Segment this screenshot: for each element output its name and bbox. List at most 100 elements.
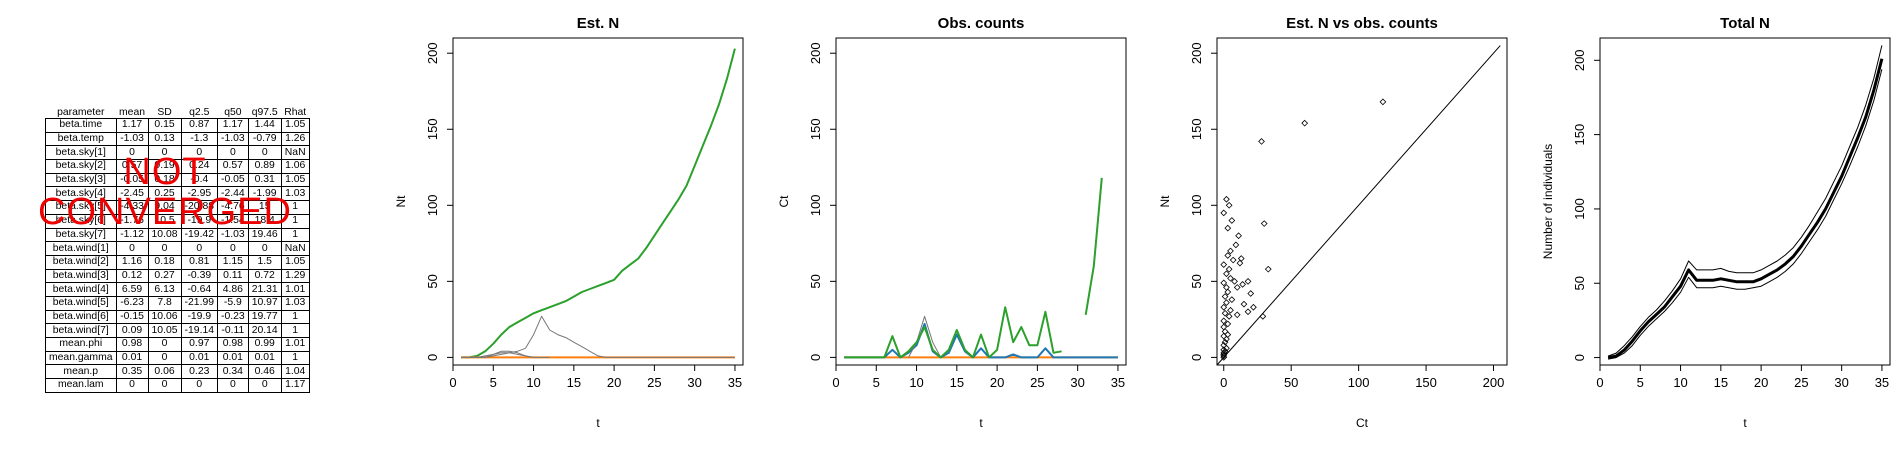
x-tick-label: 25: [1794, 375, 1808, 390]
x-tick-label: 5: [490, 375, 497, 390]
x-tick-label: 50: [1284, 375, 1298, 390]
y-tick-label: 100: [425, 194, 440, 216]
data-point: [1221, 293, 1229, 300]
column-header-q2-5: q2.5: [189, 106, 210, 118]
y-tick-label: 150: [1572, 124, 1587, 146]
table-row: mean.p 0.35 0.06 0.23 0.34 0.46 1.04: [45, 364, 310, 380]
x-tick-label: 20: [607, 375, 621, 390]
table-header-row: parameter mean SD q2.5 q50 q97.5 Rhat: [46, 106, 310, 119]
column-header-q97-5: q97.5: [251, 106, 278, 118]
data-point: [1244, 308, 1252, 316]
y-tick-label: 100: [808, 194, 823, 216]
data-point: [1228, 217, 1236, 224]
y-tick-label: 100: [1572, 198, 1587, 220]
table-body: beta.time 1.17 0.15 0.87 1.17 1.44 1.05 beta.te…: [45, 118, 310, 393]
chart-2: Obs. counts t Ct 0 5 10 15 20 25 30 35 0 50 100 150 200: [777, 15, 1127, 430]
table-row: beta.wind[4] 6.59 6.13 -0.64 4.86 21.31 1.01: [45, 282, 310, 297]
data-point: [1233, 284, 1241, 291]
y-tick-label: 50: [1189, 274, 1204, 288]
data-point: [1220, 346, 1228, 354]
y-axis-label: Nt: [1158, 195, 1172, 208]
value-cell: 10.97: [247, 295, 282, 311]
table-row: mean.phi 0.98 0 0.97 0.98 0.99 1.01: [45, 337, 310, 352]
table-row: beta.wind[5] -6.23 7.8 -21.99 -5.9 10.97 1.03: [45, 295, 310, 311]
x-tick-label: 10: [909, 375, 923, 390]
table-row: mean.lam 0 0 0 0 0 1.17: [45, 378, 310, 393]
value-cell: 0: [247, 378, 282, 393]
x-tick-label: 30: [1070, 375, 1084, 390]
value-cell: 0: [217, 378, 249, 393]
chart-3: Est. N vs obs. counts Ct Nt 0 50 100 150 200 0 50…: [1158, 15, 1508, 430]
x-tick-label: 35: [1111, 375, 1125, 390]
table-row: beta.sky[1] 0 0 0 0 0 NaN: [45, 145, 310, 161]
data-point: [1220, 303, 1228, 311]
x-tick-label: 15: [1714, 375, 1728, 390]
column-header-parameter: parameter: [57, 106, 105, 118]
parameter-name-cell: mean.lam: [45, 378, 117, 393]
x-tick-label: 0: [1596, 375, 1603, 390]
data-point: [1225, 201, 1233, 209]
y-tick-label: 50: [808, 274, 823, 288]
data-point: [1244, 277, 1252, 285]
x-tick-label: 15: [567, 375, 581, 390]
data-point: [1224, 252, 1232, 259]
x-tick-label: 5: [873, 375, 880, 390]
x-tick-label: 10: [1673, 375, 1687, 390]
y-tick-label: 150: [425, 118, 440, 140]
series-line: [469, 350, 534, 358]
data-point: [1237, 255, 1245, 262]
x-axis-label: t: [979, 416, 983, 430]
table-row: beta.time 1.17 0.15 0.87 1.17 1.44 1.05: [45, 118, 310, 133]
series-line: [461, 48, 736, 359]
y-axis-label: Number of individuals: [1541, 144, 1555, 259]
data-point: [1301, 119, 1309, 127]
x-tick-label: 20: [1754, 375, 1768, 390]
column-header-mean: mean: [119, 106, 146, 118]
chart-4: Total N t Number of individuals 0 5 10 15 20 25 3…: [1541, 15, 1891, 430]
data-point: [1247, 290, 1255, 297]
data-point: [1227, 274, 1234, 282]
value-cell: 1.17: [280, 378, 310, 393]
y-tick-label: 200: [808, 42, 823, 64]
x-axis-label: t: [596, 416, 600, 430]
data-point: [1260, 220, 1268, 227]
column-header-q50: q50: [224, 106, 242, 118]
series-line: [1607, 45, 1883, 357]
column-header-sd: SD: [157, 106, 172, 118]
series-line: [908, 315, 942, 358]
table-row: beta.temp -1.03 0.13 -1.3 -1.03 -0.79 1.26: [45, 131, 310, 147]
x-tick-label: 30: [1834, 375, 1848, 390]
y-tick-label: 0: [425, 354, 440, 361]
table-row: mean.gamma 0.01 0 0.01 0.01 0.01 1: [45, 350, 310, 366]
x-axis-label: Ct: [1356, 416, 1369, 430]
data-point: [1227, 247, 1234, 255]
data-point: [1225, 265, 1233, 273]
x-tick-label: 25: [647, 375, 661, 390]
plot-frame: [835, 37, 1127, 366]
data-point: [1259, 312, 1267, 320]
column-header-rhat: Rhat: [284, 106, 307, 118]
data-point: [1224, 320, 1232, 328]
plot-frame: [1599, 37, 1891, 366]
data-point: [1240, 300, 1248, 308]
x-tick-label: 0: [1220, 375, 1227, 390]
x-tick-label: 150: [1415, 375, 1437, 390]
data-point: [1223, 270, 1230, 278]
data-point: [1220, 323, 1228, 331]
series-line: [1608, 69, 1883, 360]
chart-1: Est. N t Nt 0 5 10 15 20 25 30 35 0 50 100 150 200: [394, 15, 744, 430]
chart-title: Total N: [1720, 15, 1770, 32]
data-point: [1233, 311, 1241, 319]
data-point: [1258, 138, 1265, 145]
y-tick-label: 150: [808, 118, 823, 140]
value-cell: 0: [180, 378, 219, 393]
x-tick-label: 15: [950, 375, 964, 390]
y-tick-label: 50: [1572, 276, 1587, 290]
y-tick-label: 200: [1572, 49, 1587, 71]
data-point: [1236, 259, 1244, 267]
data-point: [1223, 195, 1230, 203]
data-point: [1220, 279, 1228, 287]
data-point: [1220, 349, 1228, 357]
data-point: [1232, 241, 1240, 249]
